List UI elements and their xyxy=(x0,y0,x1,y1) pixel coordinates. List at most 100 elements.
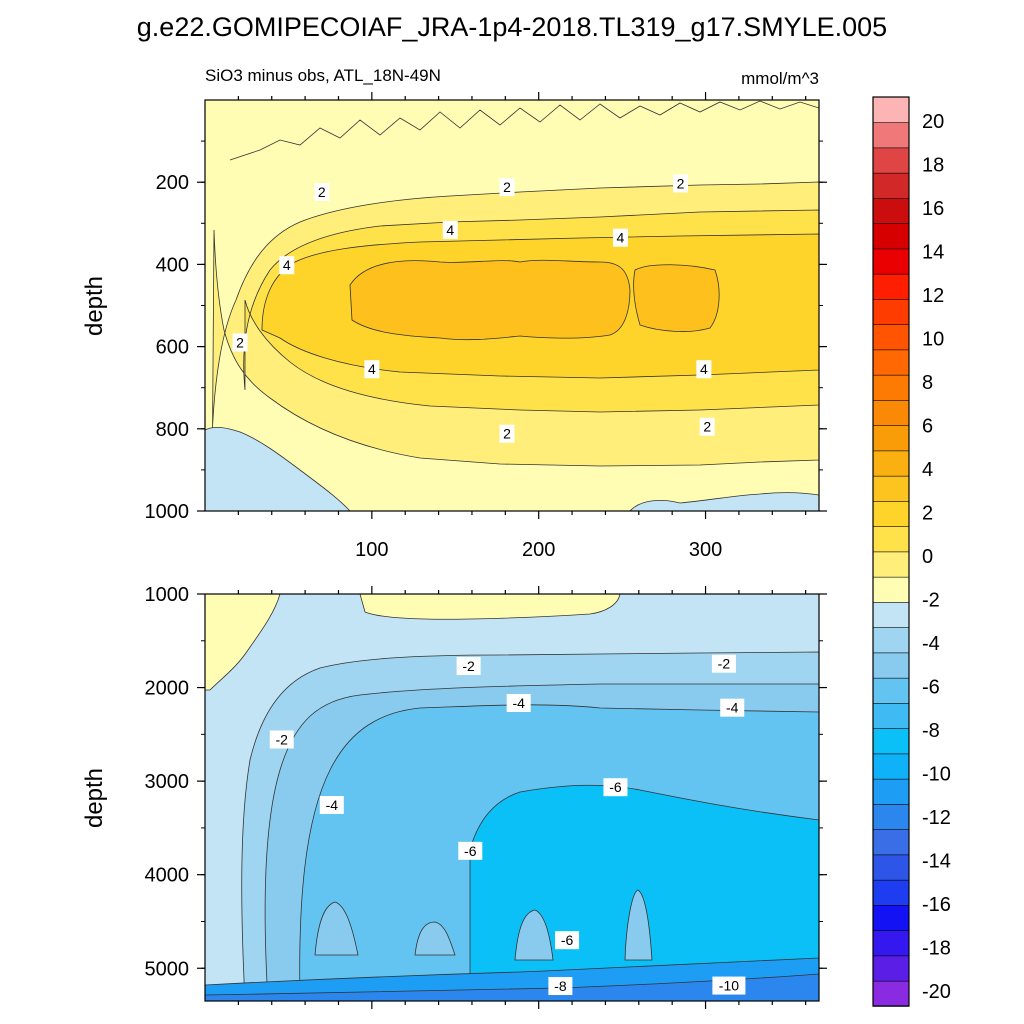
colorbar-tick-label: 8 xyxy=(922,372,933,394)
contour-label: 4 xyxy=(364,360,380,379)
upper-panel: 200 400 600 800 1000 100 200 300 2 2 2 4 4 4 2 4 4 2 2 d… xyxy=(81,92,827,561)
contour-label-box xyxy=(456,657,481,676)
contour-label-text: 4 xyxy=(283,257,291,273)
contour-label: -2 xyxy=(456,657,481,676)
colorbar-swatch xyxy=(872,601,910,628)
contour-label-text: -4 xyxy=(726,700,739,716)
colorbar-tick-label: -4 xyxy=(922,633,940,655)
contour-label-text: 4 xyxy=(368,361,376,377)
colorbar-swatch xyxy=(872,702,910,729)
contour-label-box xyxy=(712,976,746,995)
colorbar-tick-label: -16 xyxy=(922,894,951,916)
contour-label-box xyxy=(314,183,330,202)
contour-label-box xyxy=(603,778,628,797)
colorbar-tick-label: -18 xyxy=(922,938,951,960)
x-tick-label: 300 xyxy=(689,539,722,561)
contour-label: 4 xyxy=(612,228,628,247)
colorbar-tick-label: 4 xyxy=(922,459,933,481)
contour-negative-left xyxy=(205,426,351,511)
lower-y-axis: 1000 2000 3000 4000 5000 xyxy=(145,584,827,980)
contour-label-box xyxy=(319,795,344,814)
colorbar-tick-label: 18 xyxy=(922,155,944,177)
colorbar-tick-label: -10 xyxy=(922,764,951,786)
units-label: mmol/m^3 xyxy=(741,69,819,88)
contour-label-text: -2 xyxy=(276,731,289,747)
contour-label: 2 xyxy=(314,183,330,202)
contour-label-box xyxy=(612,228,628,247)
colorbar-tick-label: 14 xyxy=(922,242,944,264)
colorbar-swatch xyxy=(872,652,910,679)
contour-label-text: -6 xyxy=(561,932,574,948)
contour-label-text: 2 xyxy=(318,184,326,200)
colorbar-swatch xyxy=(872,273,910,300)
contour-label-box xyxy=(364,360,380,379)
surface-contour xyxy=(229,100,819,161)
upper-contour-fill xyxy=(205,100,819,511)
contour-label-box xyxy=(499,424,515,443)
contour-label: -6 xyxy=(603,778,628,797)
colorbar-swatch xyxy=(872,879,910,906)
colorbar-tick-label: -12 xyxy=(922,807,951,829)
contour-label-text: 2 xyxy=(677,175,685,191)
colorbar-swatch xyxy=(872,677,910,704)
contour-label-box xyxy=(232,333,248,352)
lower-y-axis-title: depth xyxy=(81,768,108,828)
colorbar-swatch xyxy=(872,374,910,401)
contour-label: -2 xyxy=(269,730,294,749)
colorbar-frame xyxy=(872,96,910,1007)
colorbar-swatch xyxy=(872,727,910,755)
y-tick-label: 600 xyxy=(156,337,189,359)
colorbar-tick-label: 10 xyxy=(922,329,944,351)
colorbar-tick-label: 12 xyxy=(922,285,944,307)
contour-label: 4 xyxy=(442,220,458,239)
colorbar-tick-label: -20 xyxy=(922,981,951,1003)
x-tick-label: 200 xyxy=(522,539,555,561)
colorbar-swatch xyxy=(872,854,910,881)
upper-y-axis-title: depth xyxy=(81,276,108,336)
lower-contour-labels: -2 -2 -4 -4 -2 -4 -6 -6 -6 -8 -10 xyxy=(269,654,746,996)
upper-y-axis: 200 400 600 800 1000 xyxy=(145,140,827,523)
y-tick-label: 1000 xyxy=(145,501,190,523)
colorbar-swatch xyxy=(872,323,910,351)
contour-label-box xyxy=(555,931,580,950)
colorbar-tick-label: -2 xyxy=(922,590,940,612)
upper-x-axis: 100 200 300 xyxy=(237,92,807,561)
contour-label: -4 xyxy=(319,795,344,814)
contour-label-text: -2 xyxy=(718,656,731,672)
colorbar-swatch xyxy=(872,147,910,174)
colorbar-swatch xyxy=(872,96,910,123)
colorbar-swatch xyxy=(872,298,910,325)
contour-label-text: -6 xyxy=(464,843,477,859)
contour-label-box xyxy=(279,256,295,275)
y-tick-label: 5000 xyxy=(145,958,190,980)
y-tick-label: 800 xyxy=(156,419,189,441)
colorbar-tick-label: 6 xyxy=(922,416,933,438)
colorbar-swatch xyxy=(872,778,910,805)
colorbar-swatch xyxy=(872,753,910,780)
contour-label: -4 xyxy=(506,694,531,713)
colorbar-swatch xyxy=(872,803,910,830)
contour-label-box xyxy=(499,178,515,197)
lower-x-axis xyxy=(237,586,807,1009)
lower-bump-2 xyxy=(414,921,456,956)
y-tick-label: 400 xyxy=(156,254,189,276)
colorbar-swatch xyxy=(872,828,910,856)
contour-label-box xyxy=(269,730,294,749)
lower-positive-patch xyxy=(205,594,281,691)
contour-label-text: 2 xyxy=(503,426,511,442)
colorbar-tick-label: -14 xyxy=(922,851,951,873)
contour-label: 2 xyxy=(699,417,715,436)
colorbar-swatch xyxy=(872,121,910,149)
lower-bump-3 xyxy=(514,909,554,961)
colorbar-swatch xyxy=(872,626,910,654)
lower-positive-patch-2 xyxy=(359,594,621,620)
colorbar-swatch xyxy=(872,424,910,452)
contour-label: 2 xyxy=(232,333,248,352)
y-tick-label: 2000 xyxy=(145,678,190,700)
lower-bump-4 xyxy=(624,889,653,961)
contour-label-box xyxy=(673,174,689,193)
contour-label: -10 xyxy=(712,976,746,995)
contour-label: 4 xyxy=(696,360,712,379)
